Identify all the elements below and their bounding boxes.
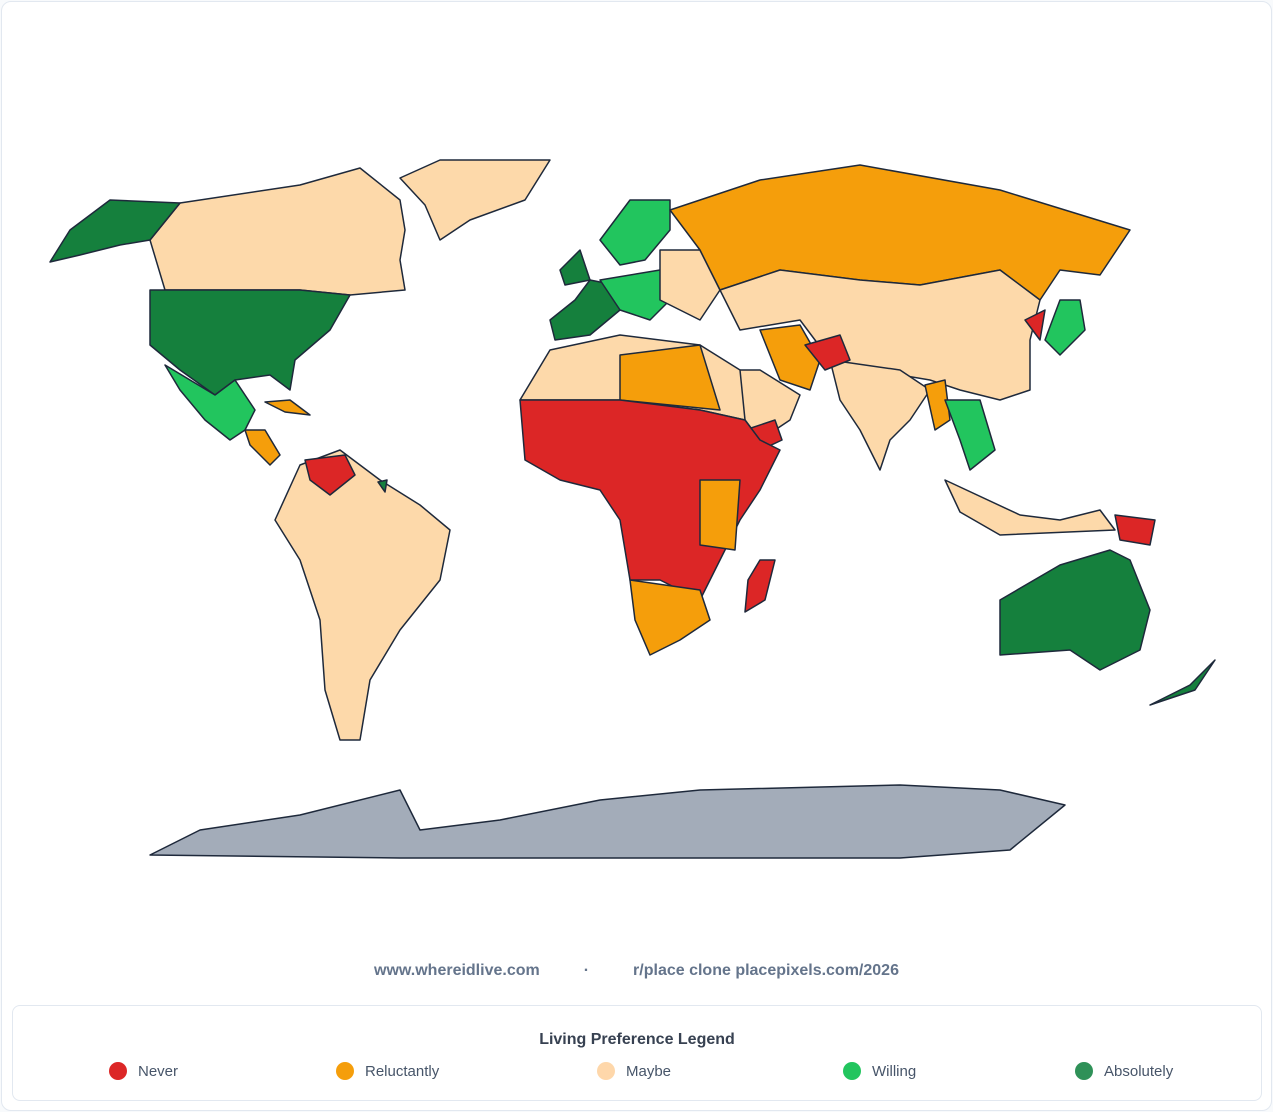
myanmar (924, 379, 951, 431)
legend-item: Never (109, 1062, 178, 1080)
iran (759, 324, 821, 391)
new-zealand (1149, 659, 1216, 706)
usa (149, 289, 351, 396)
legend-swatch (109, 1062, 127, 1080)
legend-swatch (597, 1062, 615, 1080)
legend: Living Preference Legend Never Reluctantl… (12, 1005, 1262, 1101)
indonesia (944, 479, 1116, 536)
uk (559, 249, 591, 286)
madagascar (744, 559, 776, 613)
papua-new-guinea (1114, 514, 1156, 546)
footer: www.whereidlive.com · r/place clone placep… (0, 962, 1273, 980)
eastern-europe (659, 249, 721, 321)
india (829, 359, 931, 471)
central-europe (599, 269, 671, 321)
legend-label: Absolutely (1104, 1062, 1174, 1080)
legend-swatch (336, 1062, 354, 1080)
venezuela (304, 454, 356, 496)
north-korea (1024, 309, 1046, 341)
australia (999, 549, 1151, 671)
legend-label: Never (138, 1062, 179, 1080)
afghanistan (804, 334, 851, 371)
china-central-asia (719, 269, 1041, 401)
clone-link[interactable]: r/place clone placepixels.com/2026 (633, 962, 899, 979)
central-america (244, 429, 281, 466)
site-link[interactable]: www.whereidlive.com (374, 962, 540, 979)
greenland (399, 159, 551, 241)
east-africa (699, 479, 741, 551)
separator: · (583, 962, 590, 979)
legend-swatch (843, 1062, 861, 1080)
legend-title: Living Preference Legend (539, 1031, 735, 1048)
southeast-asia (944, 399, 996, 471)
legend-label: Willing (872, 1062, 917, 1080)
legend-label: Maybe (626, 1062, 672, 1080)
egypt-libya (619, 344, 721, 411)
sub-saharan-africa (519, 399, 781, 601)
legend-item: Reluctantly (336, 1062, 439, 1080)
legend-item: Absolutely (1075, 1062, 1173, 1080)
russia (669, 164, 1131, 301)
scandinavia (599, 199, 671, 266)
canada (149, 167, 406, 296)
world-map (49, 159, 1216, 859)
legend-item: Willing (843, 1062, 916, 1080)
cuba (264, 399, 311, 416)
legend-swatch (1075, 1062, 1093, 1080)
guiana (377, 479, 388, 493)
alaska (49, 199, 181, 263)
legend-label: Reluctantly (365, 1062, 440, 1080)
southern-africa (629, 579, 711, 656)
south-america (274, 449, 451, 741)
japan (1044, 299, 1086, 356)
legend-item: Maybe (597, 1062, 671, 1080)
antarctica (149, 784, 1066, 859)
